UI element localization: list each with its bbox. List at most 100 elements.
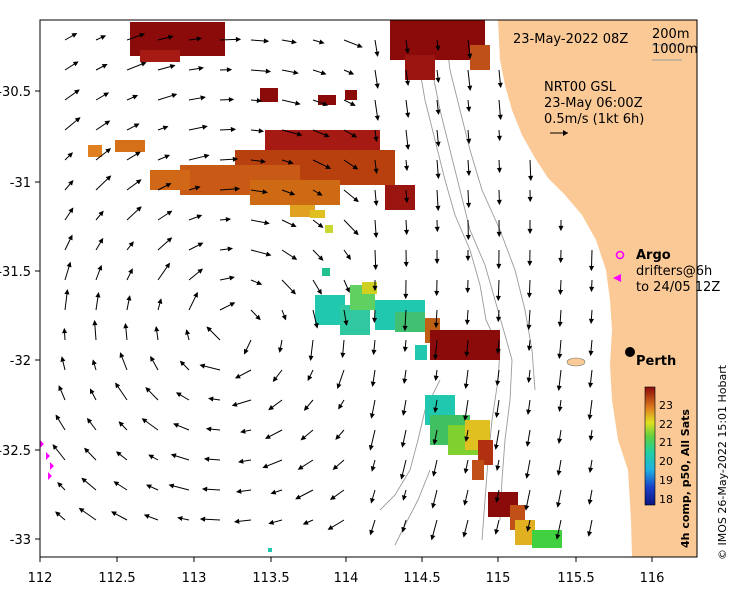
current-arrow-head [225,216,232,222]
current-arrow-head [141,418,148,424]
current-arrow-head [496,263,502,270]
current-arrow-head [303,405,310,411]
current-arrow-head [229,302,236,307]
current-arrow-head [235,488,242,494]
current-arrow-head [401,526,407,533]
current-arrow-head [434,290,440,297]
current-arrow-head [332,464,339,470]
current-arrow-head [194,185,201,191]
current-arrow-head [150,355,155,362]
current-arrow-head [434,226,440,233]
current-arrow-head [463,500,469,506]
current-arrow-head [289,190,296,196]
current-arrow-head [463,383,469,390]
argo-label: Argo [636,248,671,263]
current-arrow-head [263,38,270,44]
current-arrow-head [92,319,98,326]
current-arrow-head [588,318,594,325]
current-arrow-head [291,254,298,260]
current-arrow-head [154,325,160,332]
current-arrow-head [52,444,58,450]
current-arrow-head [405,112,411,119]
current-arrow-head [146,484,152,490]
current-arrow-head [103,92,110,98]
colorbar-tick: 21 [659,436,673,449]
current-arrow-head [587,531,593,537]
current-arrow-head [374,115,380,121]
current-arrow-head [318,39,325,45]
current-arrow-head [374,83,380,89]
current-arrow-head [74,117,81,123]
current-arrow-head [464,436,470,442]
current-arrow-head [166,210,173,216]
current-arrow-head [432,439,438,445]
current-arrow-head [202,124,208,130]
y-tick-label: -31.5 [0,265,31,280]
current-arrow-head [433,354,439,361]
current-arrow-head [89,388,95,395]
current-arrow-head [290,222,297,227]
rottnest-island [566,357,586,367]
current-arrow-head [60,356,66,362]
current-arrow-head [330,494,336,500]
current-arrow-head [526,345,532,352]
x-tick-label: 113 [182,571,207,586]
current-arrow-head [234,186,241,192]
current-arrow-head [265,434,271,439]
current-arrow-head [526,324,532,331]
current-arrow-head [431,502,437,509]
current-arrow-head [203,456,210,462]
current-arrows [52,32,595,541]
current-arrow-head [463,468,469,474]
current-arrow-head [336,383,342,390]
current-arrow-head [528,175,534,182]
current-arrow-head [353,229,359,236]
current-arrow-head [270,489,277,495]
x-tick-label: 116 [640,571,665,586]
current-arrow-head [143,514,150,519]
current-arrow-head [526,526,531,532]
plot-frame [39,19,698,558]
current-arrow-head [135,179,142,185]
scale-arrow-head [563,130,568,136]
current-arrow-head [435,141,441,148]
current-arrow-head [402,346,408,353]
current-arrow-head [405,144,411,151]
current-arrow-head [101,63,108,69]
current-arrow-head [302,520,309,525]
y-axis [35,90,40,540]
current-arrow-head [135,151,141,157]
currents-scale: 0.5m/s (1kt 6h) [544,112,644,127]
current-arrow-head [403,293,409,300]
current-arrow-head [126,295,132,301]
current-arrow-head [229,275,235,281]
current-arrow-head [404,48,410,54]
current-arrow-head [400,442,406,448]
current-arrow-head [272,376,278,383]
current-arrow-head [345,287,350,293]
current-arrow-head [495,465,501,471]
current-arrow-head [206,326,212,332]
current-arrow-head [373,232,379,239]
current-arrow-head [207,396,214,402]
current-arrow-head [587,414,593,420]
current-arrow-head [115,382,121,389]
current-arrow-head [588,265,595,272]
colorbar-tick: 18 [659,493,673,506]
y-tick-label: -32.5 [0,444,31,459]
current-arrow-head [256,98,263,104]
current-arrow-head [434,258,440,265]
drifter-tracks [40,440,54,480]
y-tick-label: -33 [10,533,31,548]
current-arrow-head [587,499,593,505]
current-arrow-head [588,435,594,442]
current-arrow-head [256,280,263,286]
perth-label: Perth [636,354,676,369]
current-arrow-head [295,494,301,500]
current-arrow-head [95,292,101,298]
current-arrow-head [435,77,441,84]
current-arrow-head [404,80,411,86]
current-arrow-head [164,262,171,269]
current-arrow-head [98,210,104,217]
